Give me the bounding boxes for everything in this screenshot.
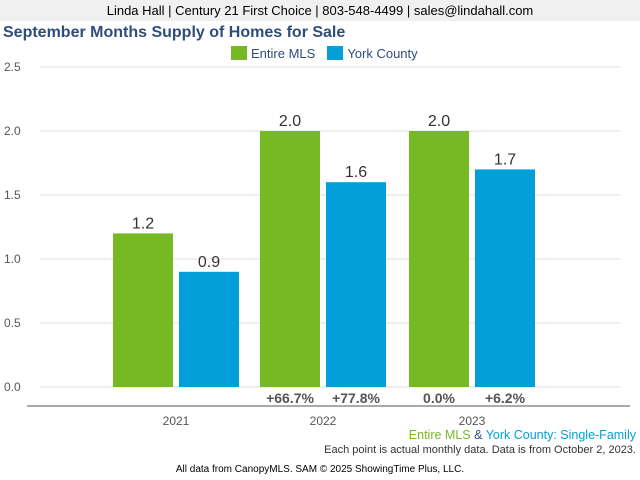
- y-tick-label: 2.5: [4, 60, 21, 74]
- bar-york-county-2021: [179, 271, 239, 387]
- y-tick-label: 1.5: [4, 188, 21, 202]
- legend-label-entire-mls: Entire MLS: [251, 45, 316, 61]
- footer-series-legend: Entire MLS & York County: Single-Family: [409, 428, 636, 442]
- footer-series-a: Entire MLS: [408, 428, 471, 442]
- legend-label-york-county: York County: [347, 45, 418, 61]
- data-credit: All data from CanopyMLS. SAM © 2025 Show…: [175, 464, 465, 475]
- change-label: +6.2%: [485, 390, 526, 406]
- data-note: Each point is actual monthly data. Data …: [324, 444, 636, 456]
- bar-entire-mls-2022: [260, 131, 320, 387]
- footer-series-b: York County: [485, 428, 554, 442]
- contact-text: Linda Hall | Century 21 First Choice | 8…: [106, 3, 534, 18]
- x-tick-label: 2023: [459, 414, 486, 428]
- data-label: 0.9: [198, 254, 220, 271]
- legend-swatch-york-county: [327, 46, 344, 60]
- chart-legend: Entire MLS York County: [231, 45, 430, 61]
- bar-york-county-2022: [326, 182, 386, 387]
- legend-swatch-entire-mls: [231, 46, 247, 60]
- legend-item-entire-mls[interactable]: Entire MLS: [231, 46, 315, 61]
- data-label: 2.0: [428, 113, 450, 130]
- bar-entire-mls-2023: [409, 131, 469, 387]
- y-tick-label: 1.0: [4, 252, 21, 266]
- y-tick-label: 0.5: [4, 316, 21, 330]
- footer-suffix: : Single-Family: [553, 428, 636, 442]
- contact-bar: Linda Hall | Century 21 First Choice | 8…: [0, 0, 640, 21]
- data-label: 1.2: [132, 215, 154, 232]
- data-label: 1.7: [494, 151, 516, 168]
- data-label: 2.0: [279, 113, 301, 130]
- change-label: 0.0%: [423, 390, 455, 406]
- change-label: +77.8%: [332, 390, 380, 406]
- footer-joiner: &: [470, 428, 486, 442]
- legend-item-york-county[interactable]: York County: [327, 45, 418, 61]
- y-tick-label: 2.0: [4, 124, 21, 138]
- bar-chart: 0.0 0.5 1.0 1.5 2.0 2.5 1.2 0.9 2021 2.0 +66.7% 1.6…: [4, 60, 630, 428]
- y-tick-label: 0.0: [4, 380, 21, 394]
- data-label: 1.6: [345, 164, 367, 181]
- x-tick-label: 2021: [163, 414, 190, 428]
- x-tick-label: 2022: [310, 414, 337, 428]
- bar-entire-mls-2021: [113, 233, 173, 387]
- change-label: +66.7%: [266, 390, 314, 406]
- chart-title: September Months Supply of Homes for Sal…: [3, 24, 346, 41]
- bar-york-county-2023: [475, 169, 535, 387]
